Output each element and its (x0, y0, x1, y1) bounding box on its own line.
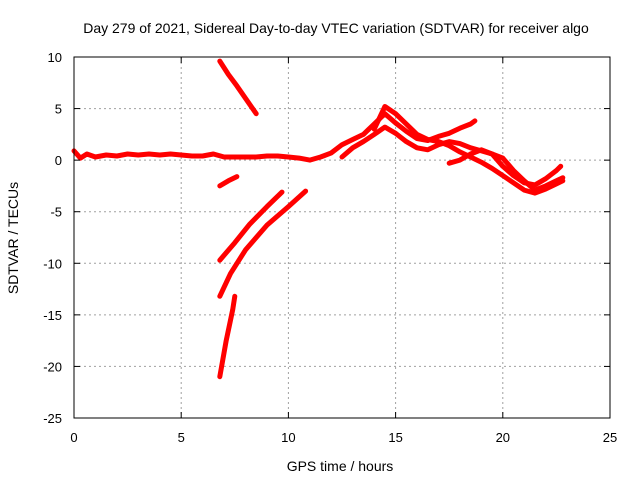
y-tick-label: 5 (55, 102, 62, 117)
y-tick-label: 0 (55, 153, 62, 168)
plot-frame (73, 56, 611, 419)
series-upper-branch (371, 104, 566, 196)
series-rising-arc-1 (217, 189, 285, 263)
series-steep-segment (217, 293, 238, 380)
x-axis-label: GPS time / hours (287, 458, 394, 474)
x-tick-label: 15 (388, 430, 402, 445)
y-ticks: 10 5 0 -5 -10 -15 -20 -25 (43, 50, 610, 426)
series-group (71, 58, 566, 380)
series-lower-branch (339, 124, 566, 193)
series-rising-arc-2 (217, 188, 309, 299)
series-late-tail (446, 147, 564, 188)
y-tick-label: -15 (43, 308, 62, 323)
x-ticks: 0 5 10 15 20 25 (70, 57, 617, 445)
x-tick-label: 0 (70, 430, 77, 445)
x-tick-label: 5 (178, 430, 185, 445)
series-main-track (71, 111, 478, 163)
y-axis-label: SDTVAR / TECUs (5, 182, 21, 294)
series-descending-arc (217, 58, 259, 117)
y-tick-label: -5 (50, 205, 62, 220)
series-short-segment (217, 174, 240, 189)
y-tick-label: -20 (43, 359, 62, 374)
x-tick-label: 10 (281, 430, 295, 445)
y-tick-label: -10 (43, 256, 62, 271)
grid (74, 57, 610, 418)
chart-title: Day 279 of 2021, Sidereal Day-to-day VTE… (83, 20, 589, 36)
y-tick-label: 10 (48, 50, 62, 65)
x-tick-label: 20 (496, 430, 510, 445)
y-tick-label: -25 (43, 411, 62, 426)
x-tick-label: 25 (603, 430, 617, 445)
